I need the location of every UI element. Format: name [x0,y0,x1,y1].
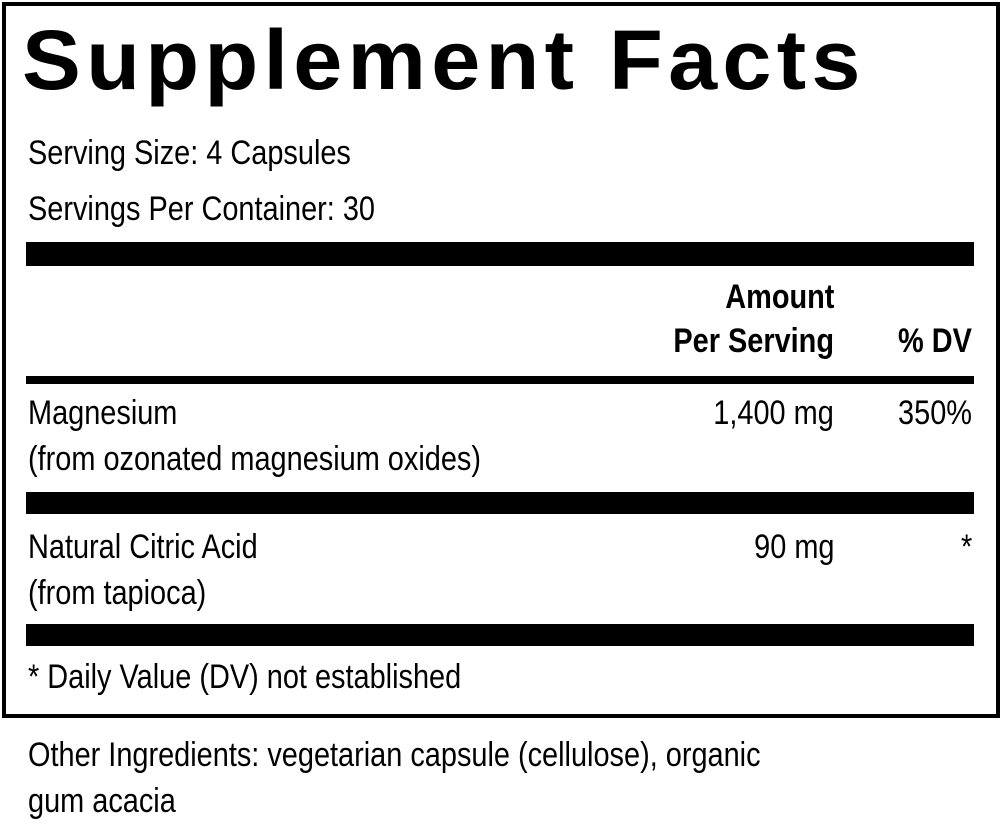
nutrient-dv: * [960,528,972,566]
divider [26,624,974,646]
amount-header: Amount [724,278,834,316]
page-title: Supplement Facts [22,13,866,107]
dv-header: % DV [898,322,972,360]
supplement-facts-panel [2,2,1000,718]
nutrient-source: (from tapioca) [28,574,207,612]
serving-size: Serving Size: 4 Capsules [28,134,351,172]
divider [26,376,974,384]
servings-per-container: Servings Per Container: 30 [28,190,375,228]
nutrient-source: (from ozonated magnesium oxides) [28,440,481,478]
amount-header-2: Per Serving [673,322,834,360]
nutrient-name: Natural Citric Acid [28,528,258,566]
other-ingredients-2: gum acacia [28,782,176,820]
footnote: * Daily Value (DV) not established [28,658,462,696]
nutrient-amount: 1,400 mg [713,394,834,432]
divider [26,492,974,514]
divider [26,242,974,266]
nutrient-amount: 90 mg [753,528,834,566]
other-ingredients: Other Ingredients: vegetarian capsule (c… [28,736,761,774]
nutrient-dv: 350% [898,394,972,432]
nutrient-name: Magnesium [28,394,178,432]
